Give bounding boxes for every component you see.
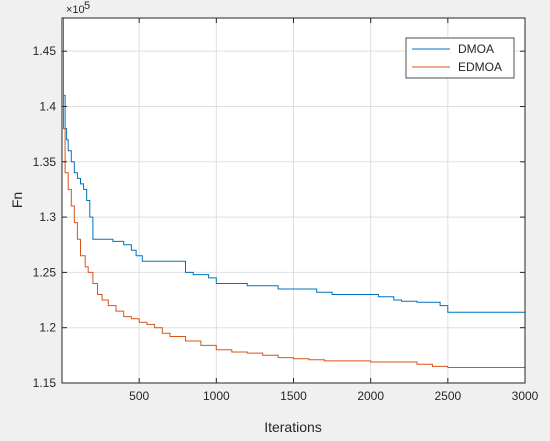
y-tick-label: 1.25 xyxy=(33,265,57,279)
x-axis-label: Iterations xyxy=(264,419,322,435)
series-line-dmoa xyxy=(62,17,525,313)
legend-box xyxy=(405,37,515,79)
y-tick-label: 1.35 xyxy=(33,155,57,169)
tick-labels: 500 1000 1500 2000 2500 3000 1.15 1.2 1.25 1.3 1.3… xyxy=(33,44,539,403)
y-tick-label: 1.2 xyxy=(39,321,56,335)
x-tick-label: 2000 xyxy=(357,389,384,403)
ticks xyxy=(62,18,526,384)
y-exponent-power: 5 xyxy=(84,0,90,12)
y-axis-label: Fn xyxy=(9,192,25,208)
x-tick-label: 2500 xyxy=(434,389,461,403)
series-layer xyxy=(62,17,525,368)
x-tick-label: 3000 xyxy=(512,389,539,403)
y-tick-label: 1.4 xyxy=(39,99,56,113)
y-tick-label: 1.3 xyxy=(39,210,56,224)
x-tick-label: 1000 xyxy=(203,389,230,403)
y-tick-label: 1.15 xyxy=(33,376,57,390)
y-tick-label: 1.45 xyxy=(33,44,57,58)
legend: DMOA EDMOA xyxy=(405,37,515,79)
legend-label-edmoa: EDMOA xyxy=(458,60,502,74)
series-line-edmoa xyxy=(62,17,525,368)
grid xyxy=(62,18,526,384)
y-exponent-base: ×10 xyxy=(66,4,85,16)
legend-label-dmoa: DMOA xyxy=(458,42,494,56)
x-tick-label: 500 xyxy=(129,389,149,403)
x-tick-label: 1500 xyxy=(280,389,307,403)
